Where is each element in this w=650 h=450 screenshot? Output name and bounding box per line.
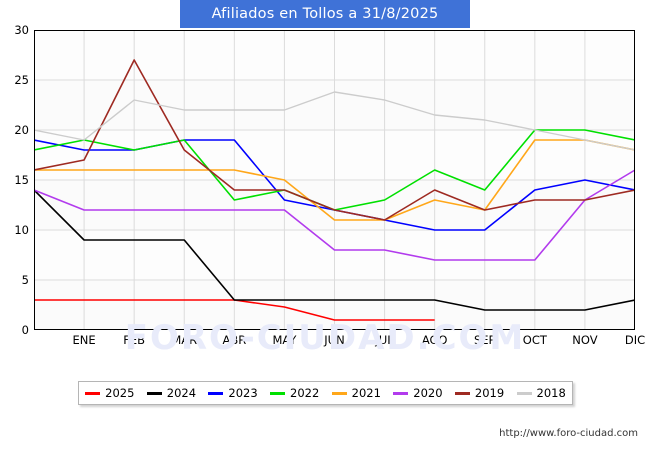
- x-axis-tick-label: NOV: [572, 333, 598, 347]
- x-axis-tick-label: OCT: [522, 333, 547, 347]
- legend-swatch-icon: [393, 391, 409, 395]
- legend-item-2018[interactable]: 2018: [516, 386, 566, 400]
- grid-lines: [34, 30, 635, 330]
- series-line-2024: [34, 189, 635, 311]
- title-bar-left-cap: [0, 0, 180, 28]
- legend-item-2019[interactable]: 2019: [454, 386, 505, 400]
- legend-swatch-icon: [516, 391, 532, 395]
- series-lines: [34, 59, 635, 321]
- x-axis-tick-label: DIC: [624, 333, 646, 347]
- legend-label: 2019: [474, 386, 505, 400]
- chart-legend: 2025 2024 2023 2022 2021 2020 2019 2018: [78, 381, 573, 405]
- legend-item-2021[interactable]: 2021: [331, 386, 381, 400]
- page-title: Afiliados en Tollos a 31/8/2025: [211, 6, 439, 22]
- x-axis-tick-label: ENE: [72, 333, 96, 347]
- y-axis-tick-label: 5: [21, 273, 29, 287]
- legend-item-2020[interactable]: 2020: [393, 386, 443, 400]
- legend-label: 2025: [105, 386, 135, 400]
- y-axis-tick-label: 15: [14, 173, 29, 187]
- y-axis-tick-label: 10: [14, 223, 29, 237]
- legend-item-2024[interactable]: 2024: [146, 386, 197, 400]
- series-line-2018: [34, 91, 635, 151]
- x-axis-tick-label: SEP: [473, 333, 496, 347]
- series-line-2021: [34, 139, 635, 221]
- title-bar-right-cap: [470, 0, 650, 28]
- legend-label: 2024: [166, 386, 197, 400]
- legend-item-2025[interactable]: 2025: [85, 386, 134, 400]
- legend-swatch-icon: [146, 391, 162, 395]
- plot-area: [34, 30, 635, 330]
- legend-label: 2022: [290, 386, 320, 400]
- x-axis-tick-label: ABR: [222, 333, 247, 347]
- legend-label: 2023: [228, 386, 258, 400]
- y-axis-tick-label: 0: [21, 323, 29, 337]
- series-line-2019: [34, 59, 635, 221]
- x-axis-tick-label: MAR: [171, 333, 198, 347]
- legend-item-2022[interactable]: 2022: [270, 386, 319, 400]
- legend-label: 2018: [536, 386, 566, 400]
- legend-swatch-icon: [85, 391, 101, 395]
- plot-frame: [34, 30, 635, 330]
- y-axis-tick-label: 25: [14, 73, 29, 87]
- legend-swatch-icon: [454, 391, 470, 395]
- y-axis-tick-label: 20: [14, 123, 29, 137]
- y-axis-tick-label: 30: [14, 23, 29, 37]
- legend-label: 2021: [351, 386, 381, 400]
- legend-swatch-icon: [331, 391, 347, 395]
- x-axis-tick-label: JUN: [324, 333, 345, 347]
- x-axis-tick-label: FEB: [123, 333, 146, 347]
- y-axis: 0 5 10 15 20 25 30: [0, 23, 34, 337]
- x-axis-tick-label: AGO: [421, 333, 448, 347]
- legend-swatch-icon: [270, 391, 286, 395]
- x-axis: ENE FEB MAR ABR MAY JUN JUL AGO SEP OCT NOV DIC: [34, 333, 646, 353]
- legend-item-2023[interactable]: 2023: [208, 386, 258, 400]
- series-line-2020: [34, 169, 635, 261]
- line-chart-svg: [34, 30, 635, 330]
- legend-swatch-icon: [208, 391, 224, 395]
- footer-url: http://www.foro-ciudad.com: [499, 428, 638, 439]
- x-axis-tick-label: JUL: [375, 333, 394, 347]
- legend-label: 2020: [413, 386, 443, 400]
- x-axis-tick-label: MAY: [272, 333, 297, 347]
